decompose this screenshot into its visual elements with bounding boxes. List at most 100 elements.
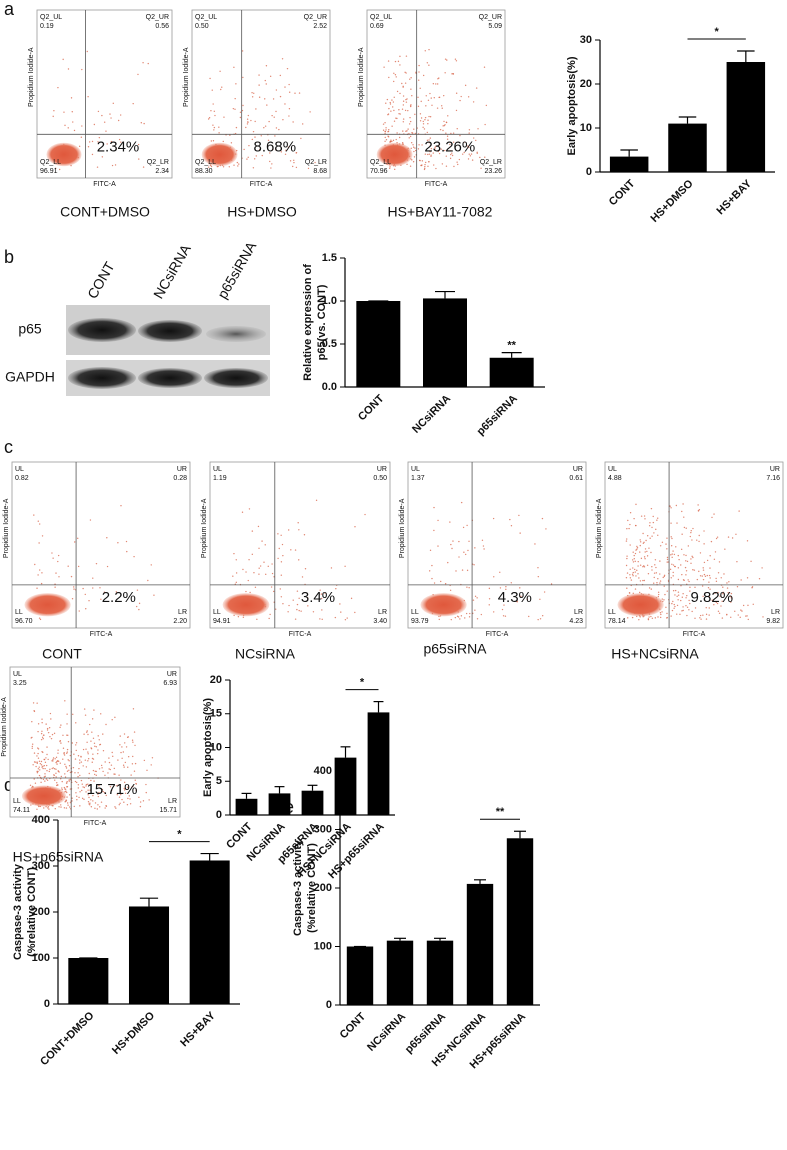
- event-dot: [435, 83, 437, 85]
- event-dot: [474, 595, 477, 598]
- event-dot: [428, 48, 430, 51]
- event-dot: [55, 167, 57, 169]
- event-dot: [222, 140, 224, 143]
- event-dot: [68, 806, 71, 808]
- event-dot: [475, 139, 477, 142]
- apoptosis-percent: 2.34%: [97, 139, 140, 156]
- event-dot: [36, 702, 38, 704]
- event-dot: [271, 572, 274, 575]
- event-dot: [132, 755, 134, 758]
- event-dot: [334, 616, 337, 619]
- event-dot: [638, 577, 640, 579]
- event-dot: [428, 161, 430, 163]
- event-dot: [292, 121, 294, 123]
- event-dot: [291, 165, 294, 168]
- event-dot: [648, 525, 651, 527]
- event-dot: [422, 123, 425, 125]
- event-dot: [246, 158, 248, 160]
- event-dot: [466, 586, 468, 588]
- event-dot: [680, 599, 682, 602]
- event-dot: [151, 757, 154, 759]
- event-dot: [63, 807, 66, 809]
- event-dot: [269, 152, 271, 154]
- event-dot: [625, 540, 628, 542]
- event-dot: [101, 156, 104, 158]
- event-dot: [134, 779, 136, 781]
- event-dot: [45, 723, 47, 725]
- event-dot: [59, 762, 61, 764]
- event-dot: [433, 582, 436, 584]
- event-dot: [709, 567, 711, 569]
- event-dot: [85, 791, 87, 793]
- event-dot: [126, 736, 129, 739]
- x-tick-label: NCsiRNA: [410, 393, 453, 436]
- event-dot: [684, 566, 687, 569]
- flow-plot: UL4.88UR7.16LL78.14LR9.82FITC-APropidium…: [596, 461, 784, 662]
- event-dot: [432, 83, 435, 85]
- event-dot: [464, 141, 466, 143]
- event-dot: [638, 591, 641, 594]
- event-dot: [670, 577, 672, 579]
- event-dot: [469, 612, 471, 615]
- event-dot: [233, 614, 235, 617]
- event-dot: [681, 510, 683, 513]
- quadrant-name: Q2_LR: [305, 159, 327, 166]
- event-dot: [424, 119, 426, 121]
- event-dot: [241, 511, 244, 513]
- event-dot: [451, 547, 453, 550]
- event-dot: [428, 141, 431, 144]
- event-dot: [445, 165, 448, 167]
- event-dot: [143, 122, 145, 125]
- event-dot: [44, 780, 46, 782]
- event-dot: [111, 164, 114, 167]
- event-dot: [537, 566, 539, 569]
- event-dot: [344, 565, 346, 568]
- event-dot: [122, 764, 125, 766]
- event-dot: [288, 115, 290, 117]
- event-dot: [249, 591, 251, 594]
- event-dot: [298, 609, 300, 612]
- quadrant-name: LL: [13, 798, 21, 805]
- event-dot: [48, 727, 51, 729]
- row-label: p65: [18, 321, 42, 337]
- event-dot: [700, 618, 702, 620]
- event-dot: [92, 794, 94, 797]
- event-dot: [42, 778, 45, 781]
- event-dot: [72, 713, 74, 716]
- event-dot: [254, 136, 256, 138]
- event-dot: [54, 586, 56, 588]
- event-dot: [450, 132, 452, 135]
- event-dot: [444, 58, 447, 60]
- event-dot: [76, 795, 78, 798]
- quadrant-value: 7.16: [766, 475, 780, 482]
- event-dot: [246, 123, 249, 125]
- event-dot: [666, 561, 668, 563]
- event-dot: [406, 130, 408, 132]
- event-dot: [441, 107, 443, 109]
- event-dot: [271, 114, 273, 117]
- event-dot: [484, 156, 486, 158]
- event-dot: [99, 744, 101, 746]
- event-dot: [629, 544, 631, 546]
- event-dot: [421, 144, 423, 146]
- event-dot: [36, 808, 38, 811]
- event-dot: [242, 616, 245, 618]
- event-dot: [280, 561, 283, 563]
- event-dot: [93, 773, 96, 776]
- event-dot: [399, 92, 401, 95]
- event-dot: [636, 547, 639, 549]
- event-dot: [150, 764, 152, 766]
- event-dot: [488, 587, 491, 590]
- lane-label: NCsiRNA: [150, 241, 194, 301]
- event-dot: [269, 613, 271, 616]
- quadrant-name: LL: [213, 609, 221, 616]
- quadrant-name: LL: [608, 609, 616, 616]
- event-dot: [399, 64, 401, 66]
- event-dot: [721, 600, 723, 602]
- event-dot: [433, 164, 435, 166]
- event-dot: [66, 786, 68, 788]
- event-dot: [247, 579, 249, 582]
- event-dot: [702, 569, 705, 571]
- event-dot: [63, 753, 65, 755]
